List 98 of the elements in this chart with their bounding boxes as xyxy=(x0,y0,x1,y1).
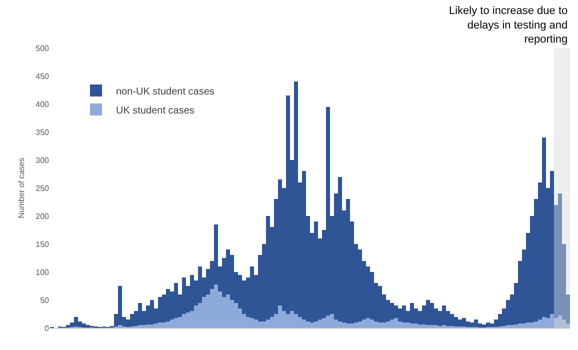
bar xyxy=(302,320,306,328)
bar xyxy=(266,320,270,328)
bar xyxy=(294,82,298,314)
bar xyxy=(198,266,202,303)
bar xyxy=(306,321,310,328)
bar xyxy=(566,324,570,328)
bar xyxy=(470,322,474,327)
bar xyxy=(486,322,490,327)
bar xyxy=(330,314,334,328)
bar xyxy=(482,324,486,328)
bar xyxy=(138,302,142,326)
bar xyxy=(462,318,466,326)
legend-label: non-UK student cases xyxy=(116,86,214,98)
bar xyxy=(370,320,374,328)
bar xyxy=(142,325,146,328)
bar xyxy=(358,321,362,328)
bar xyxy=(402,306,406,322)
y-tick-label: 150 xyxy=(36,240,50,249)
bar xyxy=(118,286,122,326)
bar xyxy=(434,325,438,328)
bar xyxy=(562,320,566,328)
bar xyxy=(318,320,322,328)
y-tick-label: 0 xyxy=(44,324,50,333)
bar xyxy=(386,321,390,328)
bar xyxy=(466,321,470,327)
bar xyxy=(194,306,198,328)
bar xyxy=(322,318,326,328)
bar xyxy=(266,216,270,320)
bar xyxy=(430,325,434,328)
bar xyxy=(538,320,542,328)
bar xyxy=(378,286,382,322)
legend-label: UK student cases xyxy=(116,105,194,116)
bar xyxy=(150,300,154,325)
bar xyxy=(170,320,174,328)
bar xyxy=(398,308,402,322)
bar xyxy=(302,171,306,320)
bar xyxy=(174,283,178,318)
bar xyxy=(510,325,514,328)
bar xyxy=(82,324,86,328)
bar xyxy=(254,320,258,328)
bar xyxy=(182,278,186,314)
bar xyxy=(362,320,366,328)
bar xyxy=(146,324,150,328)
bar xyxy=(514,324,518,328)
bar xyxy=(390,302,394,320)
y-tick-label: 350 xyxy=(36,128,50,137)
bar xyxy=(454,316,458,326)
bar xyxy=(118,325,122,328)
y-tick-label: 450 xyxy=(36,72,50,81)
bar xyxy=(390,320,394,328)
bar xyxy=(430,302,434,326)
bar xyxy=(398,321,402,328)
bar xyxy=(478,324,482,328)
bar xyxy=(182,314,186,328)
bar xyxy=(550,171,554,314)
bar xyxy=(554,318,558,328)
bar xyxy=(338,321,342,328)
bar xyxy=(410,302,414,324)
bar xyxy=(138,325,142,328)
bar xyxy=(374,321,378,328)
bar xyxy=(542,138,546,317)
bar xyxy=(550,314,554,328)
y-tick-label: 500 xyxy=(36,44,50,53)
bar xyxy=(490,324,494,327)
bar xyxy=(450,314,454,326)
bar xyxy=(270,316,274,328)
bar xyxy=(418,324,422,328)
bar xyxy=(78,321,82,327)
bar xyxy=(426,325,430,328)
bar xyxy=(158,297,162,322)
bar xyxy=(278,306,282,328)
bar xyxy=(506,325,510,328)
bar xyxy=(294,314,298,328)
y-tick-label: 250 xyxy=(36,184,50,193)
bar xyxy=(166,321,170,328)
bar xyxy=(442,325,446,328)
bar xyxy=(314,321,318,328)
text: Likely to increase due to delays in testing and reporting xyxy=(449,5,568,46)
bar xyxy=(326,106,330,316)
bar xyxy=(534,321,538,328)
y-tick-label: 200 xyxy=(36,212,50,221)
y-tick-label: 50 xyxy=(40,296,50,305)
bar xyxy=(442,306,446,326)
bar xyxy=(130,314,134,326)
y-tick-label: 400 xyxy=(36,100,50,109)
bar xyxy=(190,274,194,312)
bar xyxy=(394,306,398,318)
y-tick-label: 300 xyxy=(36,156,50,165)
bar xyxy=(286,96,290,314)
y-tick-label: 100 xyxy=(36,268,50,277)
bar xyxy=(234,302,238,328)
bar xyxy=(74,316,78,326)
bar xyxy=(298,316,302,328)
bar xyxy=(150,324,154,328)
bar xyxy=(474,320,478,327)
y-axis-title: Number of cases xyxy=(17,158,26,218)
bar xyxy=(558,194,562,316)
bar xyxy=(422,324,426,328)
